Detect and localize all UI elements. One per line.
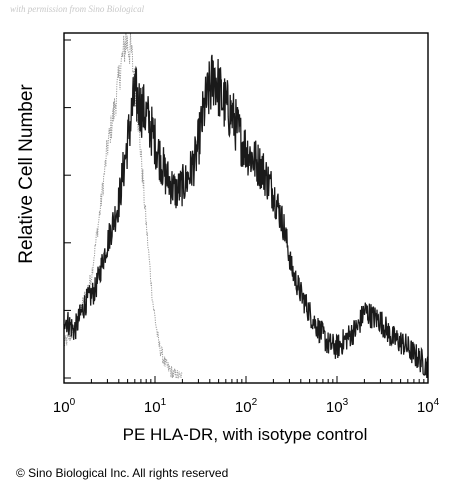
x-tick-label: 104 <box>417 397 440 416</box>
axis-ticks: 100 101 102 103 104 <box>53 39 440 416</box>
x-tick-label: 103 <box>326 397 349 416</box>
x-tick-label: 102 <box>235 397 258 416</box>
x-tick-label: 101 <box>144 397 167 416</box>
x-tick-label: 100 <box>53 397 76 416</box>
isotype-series-line <box>63 33 183 379</box>
sample-series-layer <box>63 54 429 379</box>
copyright-text: © Sino Biological Inc. All rights reserv… <box>16 466 229 480</box>
sample-series-line <box>63 54 429 379</box>
y-axis-label: Relative Cell Number <box>16 84 37 264</box>
x-axis-label: PE HLA-DR, with isotype control <box>122 425 368 444</box>
isotype-series-layer <box>63 33 183 379</box>
watermark-text: with permission from Sino Biological <box>10 4 145 14</box>
